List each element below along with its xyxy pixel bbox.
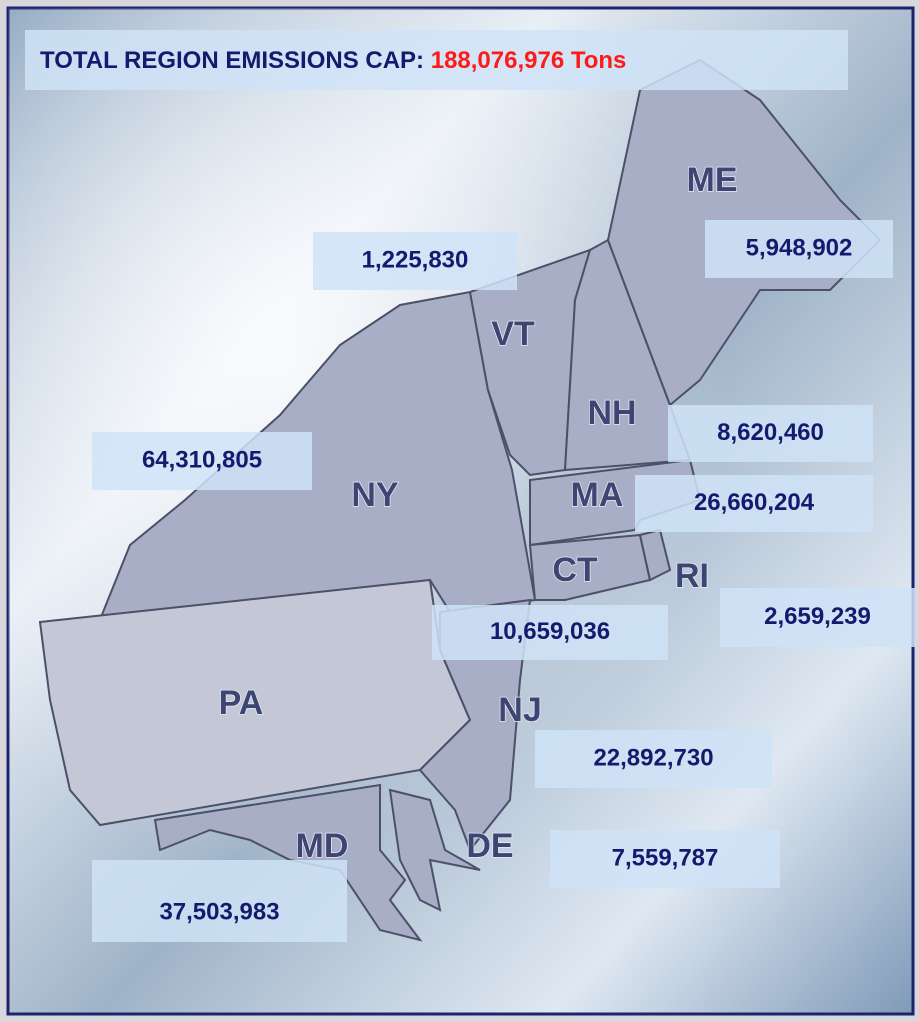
state-abbr: ME [687,161,738,199]
state-cap: 37,503,983 [159,898,279,925]
state-cap: 22,892,730 [593,744,713,771]
state-cap: 1,225,830 [362,246,469,273]
state-abbr: RI [675,557,709,595]
state-cap: 64,310,805 [142,446,262,473]
title: TOTAL REGION EMISSIONS CAP: 188,076,976 … [40,47,626,74]
state-abbr: DE [466,827,513,865]
map-infographic: TOTAL REGION EMISSIONS CAP: 188,076,976 … [0,0,919,1022]
state-abbr: MA [571,476,624,514]
title-label: TOTAL REGION EMISSIONS CAP: [40,47,424,74]
state-abbr: MD [296,827,349,865]
state-cap: 26,660,204 [694,489,815,516]
state-abbr: CT [552,551,598,589]
state-abbr: NH [587,394,636,432]
state-abbr: PA [219,684,264,722]
state-cap: 8,620,460 [717,419,824,446]
state-cap: 5,948,902 [746,234,853,261]
state-abbr: NJ [498,691,541,729]
state-abbr: VT [491,315,535,353]
state-cap: 10,659,036 [490,618,610,645]
state-cap: 2,659,239 [764,603,871,630]
title-total: 188,076,976 Tons [431,47,627,74]
state-abbr: NY [351,476,399,514]
state-cap: 7,559,787 [612,844,719,871]
